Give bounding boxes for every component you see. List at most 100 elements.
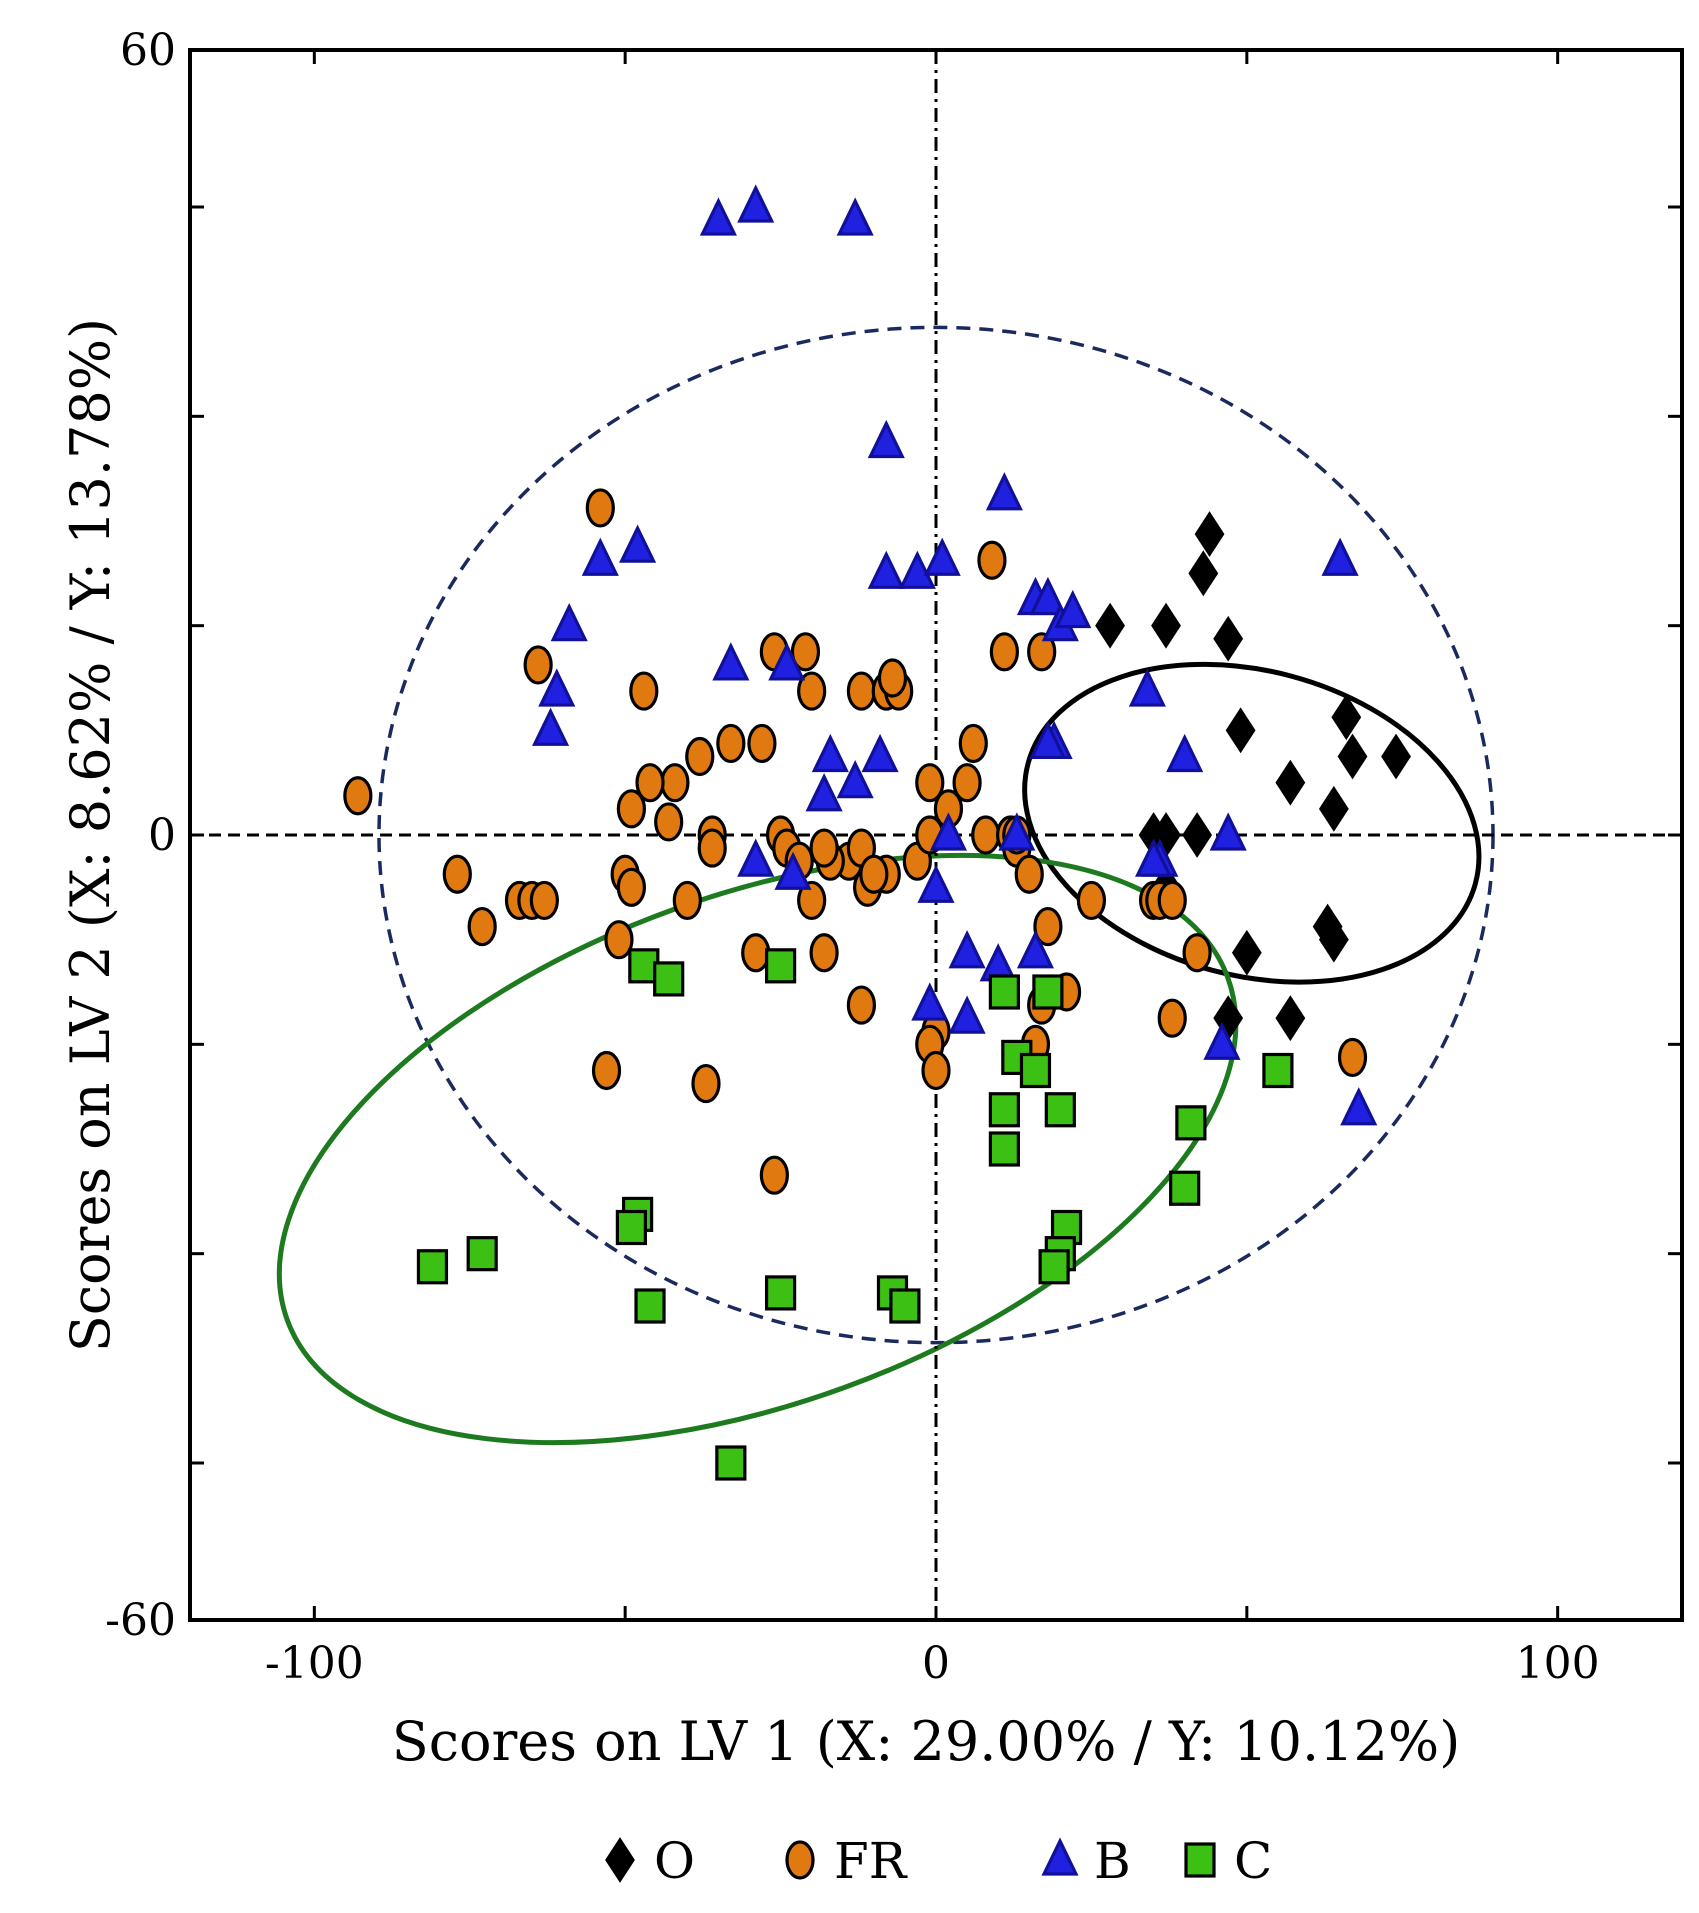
x-tick-label: 0 <box>922 1638 950 1689</box>
y-tick-label: 0 <box>148 810 176 861</box>
point-FR-54 <box>672 880 702 921</box>
point-O-6 <box>1331 694 1362 741</box>
point-O-13 <box>1182 812 1213 858</box>
point-B-30 <box>998 812 1036 851</box>
point-B-11 <box>768 642 806 681</box>
point-O-2 <box>1095 602 1125 649</box>
point-C-19 <box>634 1288 666 1324</box>
point-FR-27 <box>697 828 727 868</box>
point-C-20 <box>764 1275 797 1311</box>
legend-marker-O <box>605 1837 635 1883</box>
point-O-19 <box>1275 995 1306 1042</box>
point-FR-13 <box>989 632 1019 672</box>
point-FR-64 <box>1182 933 1212 973</box>
point-C-22 <box>889 1288 921 1324</box>
point-FR-24 <box>604 920 634 960</box>
series-FR <box>343 488 1368 1195</box>
point-B-37 <box>911 982 949 1021</box>
legend: O FR B C <box>605 1832 1272 1890</box>
point-B-5 <box>581 537 619 576</box>
point-B-6 <box>619 524 657 563</box>
data-points <box>343 184 1411 1481</box>
point-B-23 <box>811 733 849 773</box>
legend-marker-C <box>1184 1842 1216 1878</box>
point-FR-40 <box>1033 906 1063 947</box>
confidence-ellipses <box>276 325 1495 1446</box>
point-FR-25 <box>654 802 684 842</box>
point-FR-71 <box>759 1155 789 1195</box>
point-FR-69 <box>591 1050 622 1091</box>
ellipse-group-C <box>276 852 1239 1446</box>
point-FR-7 <box>846 671 877 711</box>
point-B-41 <box>1135 838 1173 877</box>
axis-ticks: -100 0 100 -60 0 60 <box>105 25 1682 1689</box>
point-C-18 <box>466 1236 498 1272</box>
point-C-24 <box>715 1445 747 1481</box>
point-O-9 <box>1275 759 1306 806</box>
point-FR-2 <box>523 645 553 685</box>
point-O-3 <box>1151 602 1181 649</box>
point-O-4 <box>1213 615 1244 662</box>
point-B-36 <box>1016 930 1055 969</box>
point-FR-72 <box>1337 1037 1368 1078</box>
point-B-25 <box>836 759 874 799</box>
point-FR-55 <box>741 933 771 973</box>
point-O-15 <box>1231 929 1262 976</box>
point-FR-10 <box>877 658 908 698</box>
point-FR-18 <box>685 736 715 777</box>
point-B-31 <box>774 851 812 890</box>
point-B-7 <box>550 602 588 642</box>
point-B-42 <box>948 995 986 1034</box>
point-C-2 <box>764 948 797 984</box>
point-C-11 <box>988 1131 1020 1167</box>
legend-entry-FR: FR <box>785 1832 908 1890</box>
point-FR-15 <box>952 763 982 803</box>
point-B-32 <box>737 838 775 877</box>
point-B-18 <box>1054 589 1092 629</box>
point-B-12 <box>867 550 905 589</box>
point-FR-0 <box>585 488 615 528</box>
point-B-8 <box>538 668 576 707</box>
legend-label: C <box>1234 1832 1272 1890</box>
point-B-39 <box>1340 1087 1378 1126</box>
point-C-23 <box>1038 1249 1070 1285</box>
point-O-1 <box>1188 550 1219 597</box>
point-FR-45 <box>529 880 559 921</box>
point-C-7 <box>1019 1052 1052 1089</box>
series-C <box>416 948 1294 1481</box>
point-B-16 <box>1029 576 1067 616</box>
legend-entry-C: C <box>1184 1832 1272 1890</box>
point-FR-11 <box>915 763 945 803</box>
point-FR-23 <box>616 867 646 907</box>
point-B-22 <box>1209 812 1247 851</box>
point-FR-5 <box>790 632 821 672</box>
x-tick-label: -100 <box>265 1638 364 1689</box>
y-axis-title: Scores on LV 2 (X: 8.62% / Y: 13.78%) <box>59 318 122 1352</box>
point-FR-60 <box>1076 880 1107 921</box>
point-B-3 <box>867 419 905 459</box>
point-FR-63 <box>1157 880 1187 921</box>
point-FR-68 <box>921 1050 951 1091</box>
point-C-4 <box>1032 974 1064 1010</box>
point-FR-3 <box>629 671 659 711</box>
point-FR-17 <box>716 723 746 764</box>
point-FR-16 <box>747 723 777 764</box>
point-B-0 <box>699 197 737 236</box>
point-C-12 <box>1169 1170 1201 1206</box>
y-tick-label: 60 <box>120 25 176 76</box>
point-B-27 <box>929 812 967 851</box>
point-B-14 <box>923 537 961 576</box>
point-FR-39 <box>1014 854 1044 894</box>
point-O-0 <box>1194 511 1225 558</box>
point-FR-42 <box>442 854 472 894</box>
point-B-24 <box>861 733 899 773</box>
point-O-10 <box>1318 785 1349 832</box>
x-tick-label: 100 <box>1516 1638 1600 1689</box>
point-C-10 <box>988 1092 1020 1128</box>
point-C-17 <box>416 1249 449 1285</box>
point-FR-14 <box>1027 632 1057 672</box>
point-B-4 <box>985 472 1023 511</box>
point-C-3 <box>988 974 1020 1010</box>
point-FR-53 <box>797 880 827 921</box>
